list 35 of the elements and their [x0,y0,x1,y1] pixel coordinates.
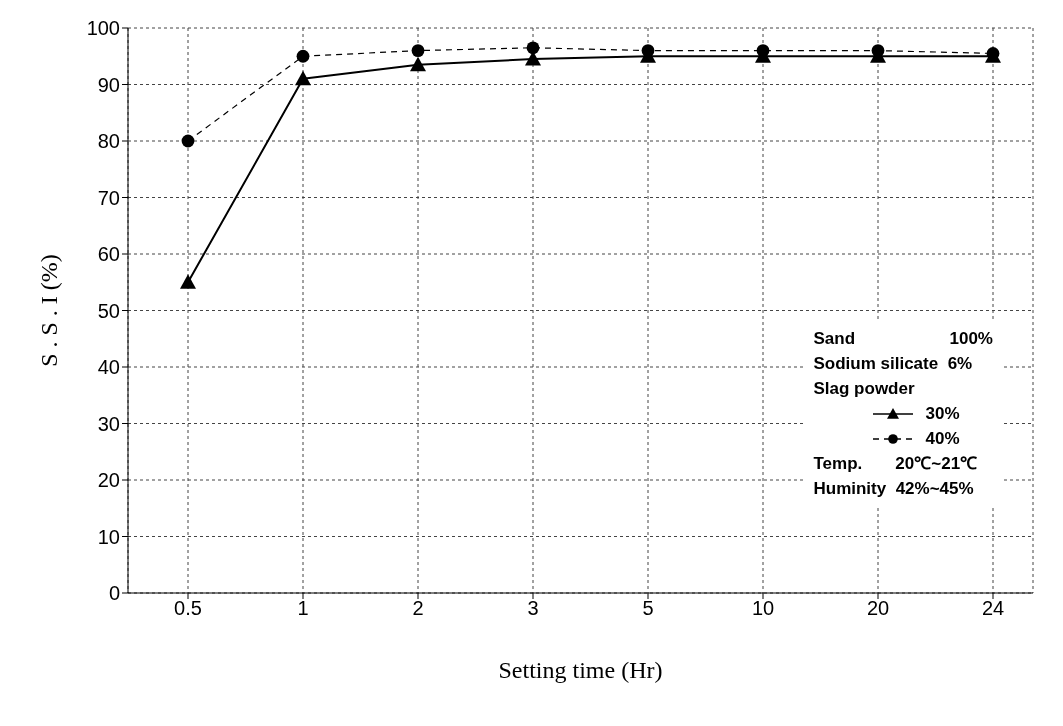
annotation: Sand 100% [813,328,993,350]
x-axis-title: Setting time (Hr) [498,657,663,683]
y-tick-label: 0 [108,582,120,605]
y-axis-title: S . S . I (%) [35,254,62,367]
y-tick-label: 100 [86,17,120,40]
y-tick-label: 90 [97,73,120,96]
point [526,41,540,55]
point [295,70,311,86]
point [410,56,426,72]
x-tick-label: 20 [866,597,890,620]
legend-label: 30% [925,403,960,425]
legend-title: Slag powder [813,378,916,400]
y-tick-label: 60 [97,243,120,266]
x-tick-label: 24 [981,597,1005,620]
x-tick-label: 3 [527,597,539,620]
y-tick-label: 50 [97,299,120,322]
point [411,44,425,57]
y-tick-label: 20 [97,469,120,492]
y-tick-label: 80 [97,130,120,153]
annotation: Huminity 42%~45% [813,478,975,500]
y-tick-label: 70 [97,186,120,209]
x-tick-label: 10 [751,597,775,620]
x-tick-label: 1 [297,597,309,620]
annotation: Temp. 20℃~21℃ [813,453,979,475]
point [296,49,310,63]
y-tick-label: 30 [97,412,120,435]
annotation: Sodium silicate 6% [813,353,974,375]
x-tick-label: 0.5 [174,597,202,620]
point [181,134,195,148]
legend-label: 40% [925,428,960,450]
y-tick-label: 10 [97,525,120,548]
x-tick-label: 2 [412,597,424,620]
y-tick-label: 40 [97,356,120,379]
point [180,274,196,289]
x-tick-label: 5 [642,597,654,620]
